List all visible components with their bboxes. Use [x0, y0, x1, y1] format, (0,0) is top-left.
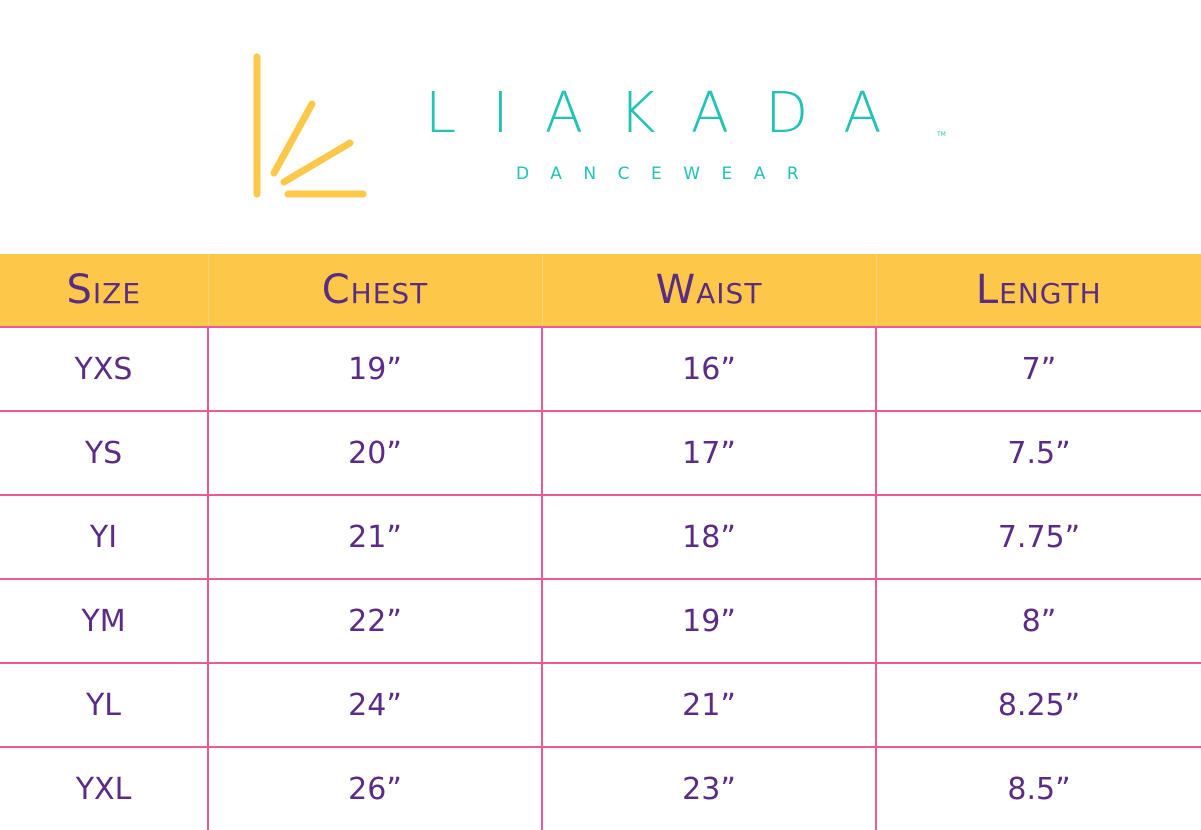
cell-chest: 20”	[207, 410, 542, 495]
table-row: YXL 26” 23” 8.5”	[0, 746, 1201, 830]
brand-name: LIAKADA	[425, 81, 918, 146]
cell-waist: 17”	[541, 410, 876, 495]
brand-logo: LIAKADA TM DANCEWEAR	[0, 0, 1201, 254]
table-row: YM 22” 19” 8”	[0, 578, 1201, 663]
cell-length: 8.5”	[875, 746, 1201, 830]
cell-size: YXS	[0, 326, 208, 411]
header-size: Size	[0, 254, 208, 327]
cell-size: YL	[0, 662, 208, 747]
header-chest: Chest	[207, 254, 542, 327]
cell-waist: 18”	[541, 494, 876, 579]
trademark: TM	[937, 131, 946, 138]
cell-chest: 24”	[207, 662, 542, 747]
cell-length: 7”	[875, 326, 1201, 411]
cell-chest: 21”	[207, 494, 542, 579]
cell-size: YI	[0, 494, 208, 579]
cell-chest: 19”	[207, 326, 542, 411]
cell-waist: 23”	[541, 746, 876, 830]
sunburst-logo-icon	[253, 53, 367, 198]
cell-waist: 19”	[541, 578, 876, 663]
cell-length: 7.5”	[875, 410, 1201, 495]
cell-waist: 21”	[541, 662, 876, 747]
cell-length: 8.25”	[875, 662, 1201, 747]
table-row: YXS 19” 16” 7”	[0, 326, 1201, 411]
header-row: Size Chest Waist Length	[0, 254, 1201, 327]
table-row: YS 20” 17” 7.5”	[0, 410, 1201, 495]
size-chart-table: Size Chest Waist Length YXS 19” 16” 7” YS 20”…	[0, 254, 1201, 830]
cell-size: YS	[0, 410, 208, 495]
cell-size: YXL	[0, 746, 208, 830]
cell-chest: 22”	[207, 578, 542, 663]
cell-size: YM	[0, 578, 208, 663]
cell-length: 7.75”	[875, 494, 1201, 579]
header-waist: Waist	[541, 254, 876, 327]
cell-waist: 16”	[541, 326, 876, 411]
cell-length: 8”	[875, 578, 1201, 663]
cell-chest: 26”	[207, 746, 542, 830]
table-row: YI 21” 18” 7.75”	[0, 494, 1201, 579]
header-length: Length	[875, 254, 1201, 327]
table-row: YL 24” 21” 8.25”	[0, 662, 1201, 747]
brand-tagline: DANCEWEAR	[516, 164, 821, 184]
